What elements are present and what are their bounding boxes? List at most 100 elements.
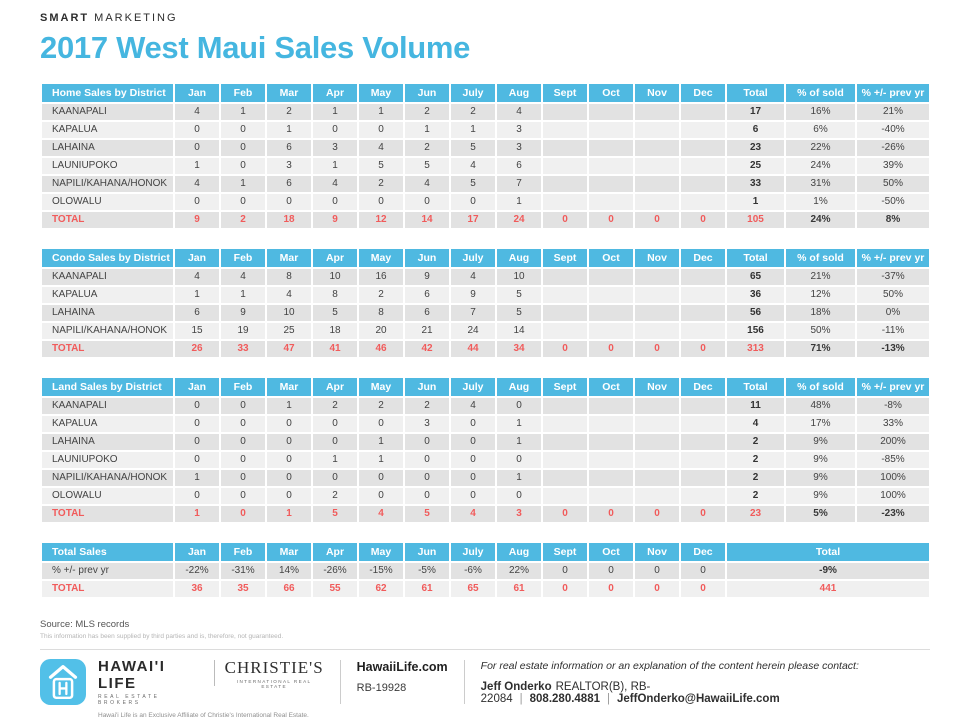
month-value (541, 432, 589, 452)
month-value: 4 (357, 504, 405, 524)
month-value (587, 267, 635, 287)
month-value: 0 (633, 561, 681, 581)
column-header-month: Feb (219, 247, 267, 269)
month-value (679, 450, 727, 470)
table-row: LAHAINA 0 0 0 0 1 0 0 1 2 9% 200% (40, 432, 931, 452)
month-value: 14 (495, 321, 543, 341)
month-value (541, 468, 589, 488)
table-title: Total Sales (40, 541, 175, 563)
month-value (587, 486, 635, 506)
month-value: 12 (357, 210, 405, 230)
month-value: 19 (219, 321, 267, 341)
month-value: 0 (311, 468, 359, 488)
column-header-month: May (357, 541, 405, 563)
column-header-month: Jan (173, 82, 221, 104)
month-value: 0 (679, 579, 727, 599)
month-value: 0 (679, 504, 727, 524)
header-row: Condo Sales by District Jan Feb Mar Apr May Ju… (40, 247, 931, 269)
pct-prev-value: 100% (855, 468, 931, 488)
column-header-month: Jan (173, 541, 221, 563)
hawaii-life-logo: HAWAI'I LIFE REAL ESTATE BROKERS (98, 658, 204, 706)
agent-email[interactable]: JeffOnderko@HawaiiLife.com (617, 693, 780, 705)
agent-phone[interactable]: 808.280.4881 (529, 693, 600, 705)
month-value: 0 (173, 396, 221, 416)
month-value: 8 (265, 267, 313, 287)
month-value: 0 (541, 561, 589, 581)
month-value (633, 285, 681, 305)
month-value (679, 174, 727, 194)
table-row: KAANAPALI 0 0 1 2 2 2 4 0 11 48% -8% (40, 396, 931, 416)
month-value (541, 303, 589, 323)
month-value (633, 468, 681, 488)
month-value: 10 (311, 267, 359, 287)
pct-prev-value: -23% (855, 504, 931, 524)
month-value (679, 267, 727, 287)
month-value: 33 (219, 339, 267, 359)
month-value: 0 (587, 561, 635, 581)
pct-sold-value: 50% (784, 321, 857, 341)
month-value: 6 (403, 303, 451, 323)
month-value: 9 (449, 285, 497, 305)
month-value: 0 (311, 432, 359, 452)
month-value: 1 (495, 468, 543, 488)
month-value: 0 (265, 486, 313, 506)
total-value: 33 (725, 174, 786, 194)
table-row: KAPALUA 0 0 0 0 0 3 0 1 4 17% 33% (40, 414, 931, 434)
month-value (587, 174, 635, 194)
month-value: 0 (449, 414, 497, 434)
pct-sold-value: 5% (784, 504, 857, 524)
brand-block: HAWAI'I LIFE REAL ESTATE BROKERS CHRISTI… (98, 658, 324, 719)
row-label: TOTAL (40, 210, 175, 230)
month-value (679, 468, 727, 488)
total-value: 2 (725, 468, 786, 488)
month-value: 5 (357, 156, 405, 176)
row-label: NAPILI/KAHANA/HONOK (40, 174, 175, 194)
month-value: 0 (403, 468, 451, 488)
column-header-total: Total (724, 541, 932, 563)
row-label: TOTAL (40, 579, 175, 599)
month-value (633, 321, 681, 341)
month-value (541, 192, 589, 212)
brand-bold: SMART (40, 12, 90, 24)
month-value: 9 (219, 303, 267, 323)
pct-sold-value: 9% (784, 468, 857, 488)
column-header-month: Feb (219, 541, 267, 563)
table-row: LAHAINA 0 0 6 3 4 2 5 3 23 22% -26% (40, 138, 931, 158)
month-value: 0 (173, 432, 221, 452)
column-header-month: Dec (679, 82, 727, 104)
total-row: TOTAL 1 0 1 5 4 5 4 3 0 0 0 0 23 5% -23% (40, 504, 931, 524)
pct-prev-value: -37% (855, 267, 931, 287)
column-header-month: Dec (679, 376, 727, 398)
row-label: OLOWALU (40, 486, 175, 506)
month-value: 2 (311, 396, 359, 416)
month-value: 2 (265, 102, 313, 122)
month-value: -22% (173, 561, 221, 581)
row-label: OLOWALU (40, 192, 175, 212)
website-link[interactable]: HawaiiLife.com (356, 660, 448, 674)
total-row: TOTAL 9 2 18 9 12 14 17 24 0 0 0 0 105 24% 8% (40, 210, 931, 230)
total-row: TOTAL 36 35 66 55 62 61 65 61 0 0 0 0 441 (40, 579, 932, 599)
month-value: 5 (495, 285, 543, 305)
month-value: 0 (219, 156, 267, 176)
month-value: 3 (403, 414, 451, 434)
table-row: KAPALUA 0 0 1 0 0 1 1 3 6 6% -40% (40, 120, 931, 140)
column-header-month: May (357, 376, 405, 398)
column-header-month: Jan (173, 376, 221, 398)
month-value: 0 (219, 504, 267, 524)
month-value: 5 (311, 504, 359, 524)
column-header-month: Nov (633, 541, 681, 563)
month-value: 0 (587, 504, 635, 524)
month-value: 5 (449, 174, 497, 194)
month-value (633, 138, 681, 158)
month-value: 0 (679, 561, 727, 581)
month-value (587, 450, 635, 470)
month-value: 1 (173, 285, 221, 305)
month-value: 0 (633, 579, 681, 599)
column-header-month: Apr (311, 541, 359, 563)
month-value (541, 396, 589, 416)
month-value: 44 (449, 339, 497, 359)
month-value: 66 (265, 579, 313, 599)
month-value: 0 (173, 120, 221, 140)
month-value (587, 192, 635, 212)
month-value (541, 174, 589, 194)
